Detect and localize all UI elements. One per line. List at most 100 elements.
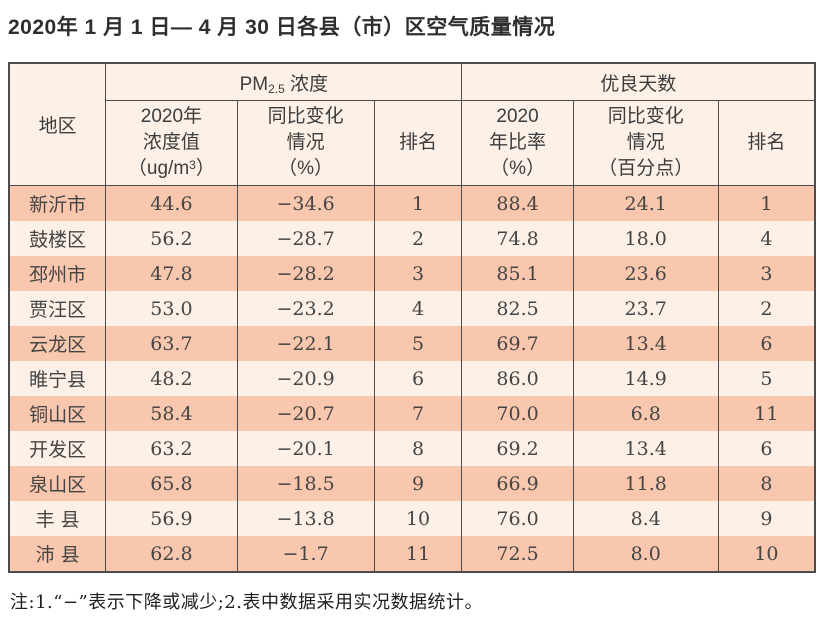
cell-region: 新沂市 bbox=[8, 185, 107, 222]
cell-good-rank: 6 bbox=[717, 326, 816, 362]
cell-good-ratio: 82.5 bbox=[461, 291, 574, 327]
cell-pm25-rank: 3 bbox=[373, 256, 463, 292]
cell-pm25-change: −1.7 bbox=[236, 536, 375, 573]
pm25-value-header-unit: （ug/m3） bbox=[127, 158, 215, 180]
cell-good-change: 18.0 bbox=[572, 221, 719, 257]
table-row: 铜山区 58.4 −20.7 7 70.0 6.8 11 bbox=[8, 396, 816, 432]
column-header-good-rank: 排名 bbox=[717, 100, 816, 187]
cell-pm25-value: 56.9 bbox=[105, 501, 238, 537]
column-header-good-change: 同比变化 情况 （百分点） bbox=[572, 100, 719, 187]
cell-pm25-value: 44.6 bbox=[105, 185, 238, 222]
cell-region: 贾汪区 bbox=[8, 291, 107, 327]
cell-good-ratio: 72.5 bbox=[461, 536, 574, 573]
column-header-region: 地区 bbox=[8, 63, 107, 187]
cell-region: 睢宁县 bbox=[8, 361, 107, 397]
cell-good-change: 13.4 bbox=[572, 431, 719, 467]
cell-good-rank: 11 bbox=[717, 396, 816, 432]
cell-good-rank: 2 bbox=[717, 291, 816, 327]
cell-pm25-change: −23.2 bbox=[236, 291, 375, 327]
page-title: 2020年 1 月 1 日— 4 月 30 日各县（市）区空气质量情况 bbox=[8, 16, 556, 39]
cell-pm25-rank: 8 bbox=[373, 431, 463, 467]
cell-good-rank: 8 bbox=[717, 466, 816, 502]
cell-pm25-rank: 4 bbox=[373, 291, 463, 327]
cell-region: 泉山区 bbox=[8, 466, 107, 502]
cell-good-rank: 5 bbox=[717, 361, 816, 397]
cell-pm25-change: −20.9 bbox=[236, 361, 375, 397]
table-row: 沛 县 62.8 −1.7 11 72.5 8.0 10 bbox=[8, 536, 816, 573]
cell-good-rank: 6 bbox=[717, 431, 816, 467]
table-row: 云龙区 63.7 −22.1 5 69.7 13.4 6 bbox=[8, 326, 816, 362]
cell-pm25-change: −28.2 bbox=[236, 256, 375, 292]
column-header-good-ratio: 2020 年比率 （%） bbox=[461, 100, 574, 187]
cell-good-rank: 3 bbox=[717, 256, 816, 292]
cell-pm25-change: −13.8 bbox=[236, 501, 375, 537]
table-row: 新沂市 44.6 −34.6 1 88.4 24.1 1 bbox=[8, 185, 816, 222]
column-header-pm25-change: 同比变化 情况 （%） bbox=[236, 100, 375, 187]
column-header-pm25-rank: 排名 bbox=[373, 100, 463, 187]
table-row: 睢宁县 48.2 −20.9 6 86.0 14.9 5 bbox=[8, 361, 816, 397]
cell-good-change: 23.7 bbox=[572, 291, 719, 327]
column-group-pm25: PM2.5 浓度 bbox=[105, 63, 463, 102]
cell-pm25-value: 48.2 bbox=[105, 361, 238, 397]
cell-good-ratio: 70.0 bbox=[461, 396, 574, 432]
cell-pm25-rank: 7 bbox=[373, 396, 463, 432]
cell-pm25-value: 63.7 bbox=[105, 326, 238, 362]
pm25-group-suffix: 浓度 bbox=[284, 73, 329, 95]
cell-good-ratio: 74.8 bbox=[461, 221, 574, 257]
cell-good-rank: 10 bbox=[717, 536, 816, 573]
cell-pm25-value: 62.8 bbox=[105, 536, 238, 573]
cell-region: 铜山区 bbox=[8, 396, 107, 432]
cell-good-change: 11.8 bbox=[572, 466, 719, 502]
cell-region: 云龙区 bbox=[8, 326, 107, 362]
table-body: 新沂市 44.6 −34.6 1 88.4 24.1 1 鼓楼区 56.2 −28.7 2 74.8… bbox=[8, 185, 816, 573]
cell-pm25-change: −28.7 bbox=[236, 221, 375, 257]
footnote: 注:1.“−”表示下降或减少;2.表中数据采用实况数据统计。 bbox=[10, 592, 483, 614]
cell-pm25-rank: 9 bbox=[373, 466, 463, 502]
cell-good-change: 14.9 bbox=[572, 361, 719, 397]
table-row: 邳州市 47.8 −28.2 3 85.1 23.6 3 bbox=[8, 256, 816, 292]
cell-good-change: 6.8 bbox=[572, 396, 719, 432]
cell-good-rank: 9 bbox=[717, 501, 816, 537]
cell-good-ratio: 69.2 bbox=[461, 431, 574, 467]
cell-good-ratio: 88.4 bbox=[461, 185, 574, 222]
cell-pm25-rank: 6 bbox=[373, 361, 463, 397]
cell-pm25-value: 63.2 bbox=[105, 431, 238, 467]
group-header-row: 地区 PM2.5 浓度 优良天数 bbox=[8, 63, 816, 187]
cell-pm25-change: −20.7 bbox=[236, 396, 375, 432]
table-row: 泉山区 65.8 −18.5 9 66.9 11.8 8 bbox=[8, 466, 816, 502]
cell-pm25-value: 56.2 bbox=[105, 221, 238, 257]
cell-pm25-change: −18.5 bbox=[236, 466, 375, 502]
cell-region: 丰 县 bbox=[8, 501, 107, 537]
cell-good-ratio: 69.7 bbox=[461, 326, 574, 362]
cell-good-change: 24.1 bbox=[572, 185, 719, 222]
cell-pm25-value: 53.0 bbox=[105, 291, 238, 327]
cell-pm25-rank: 10 bbox=[373, 501, 463, 537]
cell-good-ratio: 66.9 bbox=[461, 466, 574, 502]
pm25-value-header-line1: 2020年 bbox=[140, 105, 203, 127]
cell-pm25-value: 47.8 bbox=[105, 256, 238, 292]
air-quality-table: 地区 PM2.5 浓度 优良天数 2020年 浓度值 （ug/m3） 同比变化 … bbox=[8, 62, 816, 574]
cell-good-rank: 4 bbox=[717, 221, 816, 257]
cell-pm25-rank: 1 bbox=[373, 185, 463, 222]
cell-pm25-rank: 2 bbox=[373, 221, 463, 257]
cell-good-rank: 1 bbox=[717, 185, 816, 222]
cell-pm25-rank: 11 bbox=[373, 536, 463, 573]
table-row: 鼓楼区 56.2 −28.7 2 74.8 18.0 4 bbox=[8, 221, 816, 257]
table-row: 开发区 63.2 −20.1 8 69.2 13.4 6 bbox=[8, 431, 816, 467]
table-row: 贾汪区 53.0 −23.2 4 82.5 23.7 2 bbox=[8, 291, 816, 327]
cell-pm25-value: 65.8 bbox=[105, 466, 238, 502]
cell-good-change: 13.4 bbox=[572, 326, 719, 362]
cell-pm25-change: −20.1 bbox=[236, 431, 375, 467]
cell-good-ratio: 86.0 bbox=[461, 361, 574, 397]
cell-region: 沛 县 bbox=[8, 536, 107, 573]
column-header-pm25-value: 2020年 浓度值 （ug/m3） bbox=[105, 100, 238, 187]
pm25-value-header-line2: 浓度值 bbox=[142, 132, 200, 154]
cell-good-ratio: 85.1 bbox=[461, 256, 574, 292]
cell-region: 开发区 bbox=[8, 431, 107, 467]
cell-good-change: 8.0 bbox=[572, 536, 719, 573]
sub-header-row: 2020年 浓度值 （ug/m3） 同比变化 情况 （%） 排名 2020 年比… bbox=[9, 100, 816, 187]
cell-pm25-change: −34.6 bbox=[236, 185, 375, 222]
cell-pm25-value: 58.4 bbox=[105, 396, 238, 432]
cell-pm25-rank: 5 bbox=[373, 326, 463, 362]
